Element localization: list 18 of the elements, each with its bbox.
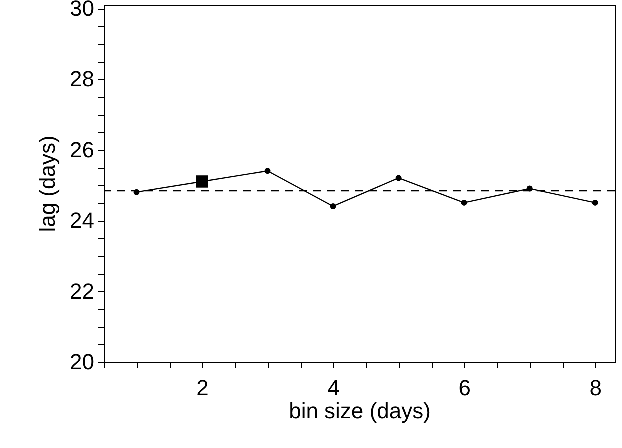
- y-tick-label: 30: [70, 0, 94, 22]
- y-tick-label: 24: [70, 208, 94, 234]
- point: [264, 168, 271, 174]
- point: [461, 200, 468, 206]
- x-tick-label: 2: [196, 376, 209, 400]
- point: [330, 203, 336, 210]
- y-tick-label: 20: [70, 350, 94, 374]
- x-tick-label: 6: [458, 376, 471, 400]
- point: [396, 175, 402, 182]
- x-tick-label: 8: [590, 376, 602, 400]
- x-axis-title: bin size (days): [289, 398, 431, 424]
- y-tick-label: 26: [70, 137, 94, 162]
- y-tick-label: 22: [70, 278, 94, 304]
- point: [196, 176, 208, 188]
- x-tick-label: 4: [328, 376, 340, 400]
- y-axis-title: lag (days): [35, 136, 60, 232]
- point: [592, 200, 598, 206]
- y-tick-label: 28: [70, 66, 94, 92]
